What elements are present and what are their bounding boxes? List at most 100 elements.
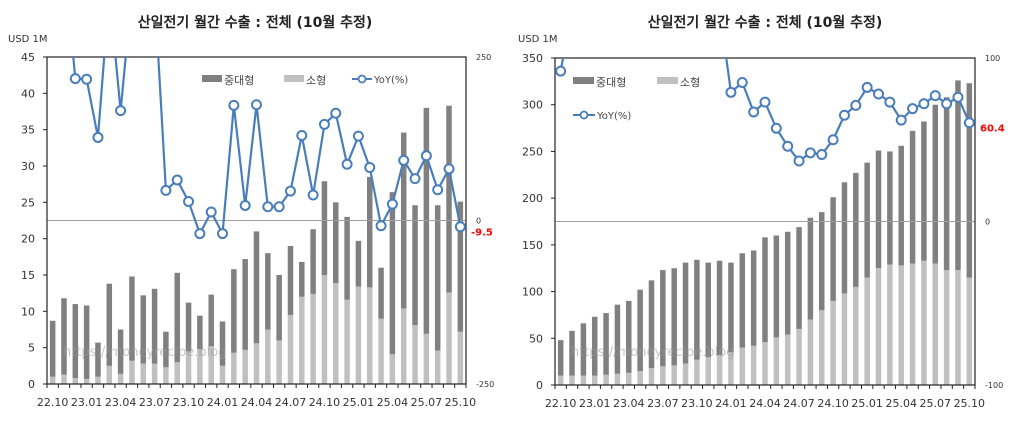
bar-small xyxy=(140,363,147,384)
bar-large xyxy=(231,269,237,353)
y2-tick-label: -100 xyxy=(985,381,1003,390)
bar-small xyxy=(151,363,158,384)
yoy-marker xyxy=(375,220,387,232)
bar-small xyxy=(875,268,882,385)
yoy-marker xyxy=(115,105,127,117)
yoy-marker xyxy=(171,174,183,186)
bar-small xyxy=(434,350,441,384)
bar-large xyxy=(694,259,700,360)
yoy-marker xyxy=(92,131,104,143)
bar-large xyxy=(819,212,825,311)
bar-small xyxy=(966,277,973,385)
y-tick-label: 150 xyxy=(522,239,543,252)
yoy-marker xyxy=(873,88,885,100)
bar-small xyxy=(898,265,904,385)
chart-title: 산일전기 월간 수출 : 전체 (10월 추정) xyxy=(138,14,373,31)
yoy-marker xyxy=(364,162,376,174)
yoy-marker xyxy=(409,173,421,185)
legend-label-yoy: YoY(%) xyxy=(373,75,408,86)
bar-large xyxy=(457,201,464,332)
yoy-marker xyxy=(963,117,975,129)
bar-small xyxy=(932,263,939,385)
bar-large xyxy=(682,262,689,364)
bar-small xyxy=(72,378,79,384)
bar-small xyxy=(796,328,802,385)
y-tick-label: 100 xyxy=(522,286,543,299)
bar-small xyxy=(457,331,464,384)
yoy-marker xyxy=(296,129,308,141)
bar-small xyxy=(219,365,226,384)
bar-large xyxy=(728,262,734,353)
bar-small xyxy=(830,300,836,385)
bar-large xyxy=(784,231,791,335)
bar-small xyxy=(705,356,711,385)
bar-large xyxy=(750,250,757,346)
x-tick-label: 25.01 xyxy=(343,396,375,409)
legend-swatch-large xyxy=(202,75,222,82)
legend-swatch-small xyxy=(284,75,304,82)
bar-small xyxy=(185,351,192,384)
bar-small xyxy=(626,372,632,385)
bar-small xyxy=(321,275,328,384)
bar-small xyxy=(557,375,564,385)
x-tick-label: 25.01 xyxy=(851,397,883,410)
bar-small xyxy=(49,376,56,384)
yoy-marker xyxy=(262,201,274,213)
x-tick-label: 24.10 xyxy=(309,396,341,409)
legend-label-small: 소형 xyxy=(680,76,700,89)
yoy-marker xyxy=(420,150,432,162)
bar-large xyxy=(378,267,384,319)
x-tick-label: 23.07 xyxy=(647,397,679,410)
y-tick-label: 0 xyxy=(28,378,35,391)
y-tick-label: 20 xyxy=(21,233,35,246)
yoy-marker xyxy=(386,198,398,210)
bar-small xyxy=(569,375,575,385)
y-tick-label: 5 xyxy=(28,342,35,355)
bar-small xyxy=(95,376,101,384)
bar-small xyxy=(648,368,655,385)
x-tick-label: 22.10 xyxy=(545,397,577,410)
x-tick-label: 24.07 xyxy=(783,397,815,410)
y-tick-label: 15 xyxy=(21,269,35,282)
bar-small xyxy=(423,333,430,384)
yoy-marker xyxy=(725,86,737,98)
y-tick-label: 250 xyxy=(522,145,543,158)
bar-large xyxy=(739,253,746,348)
bar-large xyxy=(287,245,294,315)
yoy-marker xyxy=(884,96,896,108)
x-tick-label: 23.07 xyxy=(139,396,171,409)
x-tick-label: 24.04 xyxy=(241,396,273,409)
watermark: https://moneyrecipe.blog xyxy=(571,345,734,360)
bar-small xyxy=(728,352,734,385)
y-tick-label: 35 xyxy=(21,124,35,137)
x-tick-label: 25.07 xyxy=(411,396,443,409)
plot-frame xyxy=(46,56,467,385)
bar-large xyxy=(762,237,768,343)
bar-small xyxy=(819,310,825,385)
bar-large xyxy=(955,80,961,271)
yoy-marker xyxy=(736,77,748,89)
y-axis-label: USD 1M xyxy=(518,34,558,45)
yoy-marker xyxy=(907,103,919,115)
legend-label-yoy: YoY(%) xyxy=(596,111,631,122)
yoy-marker xyxy=(183,196,195,208)
bar-small xyxy=(841,293,848,385)
bar-large xyxy=(174,272,180,363)
yoy-marker xyxy=(850,99,862,111)
y-tick-label: 25 xyxy=(21,196,35,209)
bar-large xyxy=(310,229,316,294)
bar-small xyxy=(955,270,961,385)
last-value-label: -9.5 xyxy=(471,228,493,239)
bar-large xyxy=(83,305,90,379)
bar-large xyxy=(807,217,814,320)
bar-large xyxy=(434,205,441,351)
yoy-marker xyxy=(81,73,93,85)
bar-small xyxy=(671,365,677,385)
legend-swatch-small xyxy=(657,77,678,84)
bar-small xyxy=(762,342,768,385)
bar-small xyxy=(299,296,305,384)
bar-large xyxy=(898,145,904,266)
yoy-marker xyxy=(748,106,760,118)
x-tick-label: 25.04 xyxy=(885,397,917,410)
bar-small xyxy=(366,287,373,384)
